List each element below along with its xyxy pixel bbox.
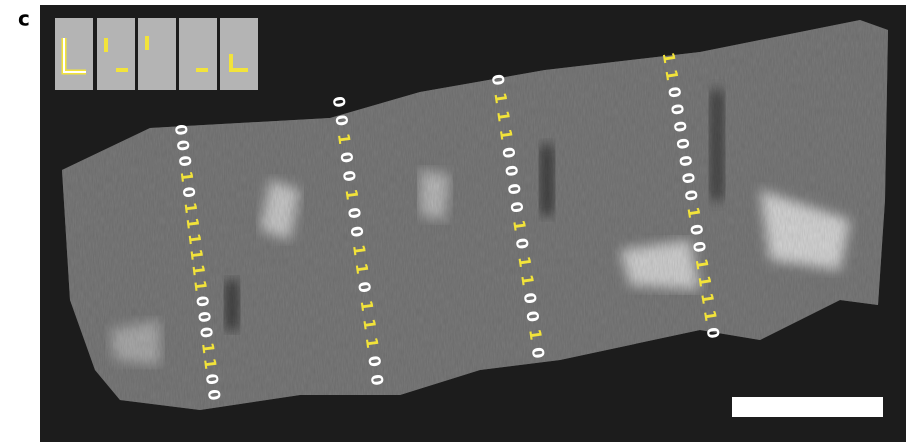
scale-bar xyxy=(732,397,883,417)
icon-tile xyxy=(97,18,135,90)
inset-icons xyxy=(55,18,258,90)
code-digit: 0 xyxy=(202,373,222,386)
code-digit: 1 xyxy=(177,170,197,183)
code-digit: 0 xyxy=(173,139,193,152)
code-digit: 1 xyxy=(190,279,210,292)
icon-tile xyxy=(55,18,93,90)
code-digit: 1 xyxy=(200,357,220,370)
code-digit: 1 xyxy=(186,248,206,261)
code-digit: 0 xyxy=(192,295,212,308)
code-digit: 1 xyxy=(181,201,201,214)
code-digit: 1 xyxy=(198,341,218,354)
panel-label: c xyxy=(18,7,30,31)
code-digit: 0 xyxy=(171,123,191,136)
code-digit: 1 xyxy=(188,263,208,276)
icon-tile xyxy=(138,18,176,90)
icon-tile xyxy=(179,18,217,90)
code-digit: 0 xyxy=(179,186,199,199)
code-digit: 0 xyxy=(175,154,195,167)
code-digit: 1 xyxy=(184,232,204,245)
code-digit: 0 xyxy=(196,326,216,339)
code-digit: 0 xyxy=(194,310,214,323)
code-digit: 0 xyxy=(204,388,224,401)
figure: c 00010111111000110000100100110111000111… xyxy=(0,0,910,445)
code-digit: 1 xyxy=(183,217,203,230)
icon-tile xyxy=(220,18,258,90)
